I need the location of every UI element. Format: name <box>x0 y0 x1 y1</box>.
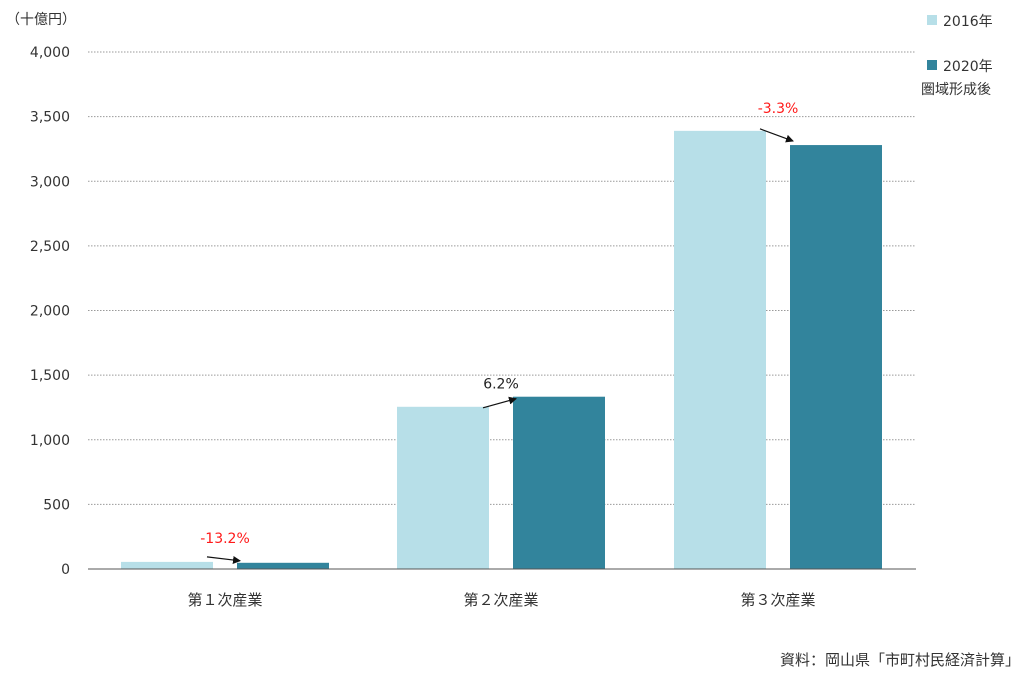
y-tick-label: 0 <box>61 562 70 578</box>
y-axis-unit-label: （十億円） <box>6 12 76 28</box>
bar-2020-3 <box>790 145 882 569</box>
legend-swatch-2016 <box>927 15 937 25</box>
y-tick-label: 3,500 <box>30 110 70 126</box>
change-label: -3.3% <box>758 101 799 117</box>
bar-2020-1 <box>237 562 329 569</box>
bars <box>88 130 916 570</box>
y-tick-label: 3,000 <box>30 174 70 190</box>
x-axis-labels: 第１次産業 第２次産業 第３次産業 <box>187 591 815 609</box>
x-category-label: 第３次産業 <box>740 591 815 609</box>
change-label: -13.2% <box>200 531 250 547</box>
y-tick-label: 500 <box>43 497 70 513</box>
y-axis-ticks: 0 500 1,000 1,500 2,000 2,500 3,000 3,500 4,000 <box>30 45 70 578</box>
gridlines <box>88 51 916 570</box>
bar-2020-2 <box>513 396 605 569</box>
y-tick-label: 1,000 <box>30 433 70 449</box>
x-category-label: 第２次産業 <box>463 591 538 609</box>
y-tick-label: 1,500 <box>30 368 70 384</box>
y-tick-label: 2,000 <box>30 304 70 320</box>
x-category-label: 第１次産業 <box>187 591 262 609</box>
legend-swatch-2020 <box>927 60 937 70</box>
bar-2016-1 <box>121 561 213 569</box>
legend: 2016年 2020年 圏域形成後 <box>921 14 993 98</box>
change-label: 6.2% <box>483 377 519 393</box>
change-arrow <box>482 396 517 409</box>
source-note: 資料：岡山県「市町村民経済計算」 <box>780 651 1020 669</box>
legend-label-2016: 2016年 <box>943 14 993 30</box>
legend-label-2020: 2020年 <box>943 59 993 75</box>
change-arrow <box>206 556 241 564</box>
bar-2016-2 <box>397 406 489 569</box>
change-arrow <box>759 128 794 143</box>
y-tick-label: 2,500 <box>30 239 70 255</box>
y-tick-label: 4,000 <box>30 45 70 61</box>
bar-2016-3 <box>674 130 766 569</box>
change-annotations: -13.2% 6.2% -3.3% <box>200 101 799 564</box>
legend-note: 圏域形成後 <box>921 82 991 98</box>
